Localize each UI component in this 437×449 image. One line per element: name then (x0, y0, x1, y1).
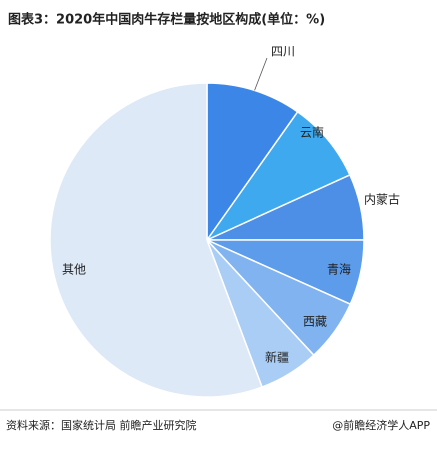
chart-title: 图表3：2020年中国肉牛存栏量按地区构成(单位：%) (8, 12, 325, 28)
source: 资料来源：国家统计局 前瞻产业研究院 (6, 418, 197, 432)
leader-line (254, 57, 268, 91)
slice-label: 西藏 (303, 315, 327, 329)
pie-slice (206, 82, 299, 243)
credit: @前瞻经济学人APP (332, 418, 430, 432)
slice-label: 新疆 (265, 350, 289, 365)
pie-slice (49, 82, 263, 398)
slice-label: 青海 (327, 262, 351, 277)
slice-label: 四川 (271, 45, 295, 59)
slice-label: 其他 (62, 263, 86, 277)
slice-label: 内蒙古 (364, 192, 400, 207)
slice-label: 云南 (300, 125, 324, 140)
pie (49, 82, 365, 398)
